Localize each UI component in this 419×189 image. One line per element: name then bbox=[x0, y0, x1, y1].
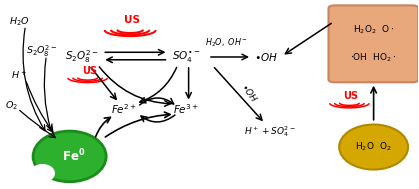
Text: $S_2O_8^{2-}$: $S_2O_8^{2-}$ bbox=[65, 49, 99, 65]
Text: $\mathrm{H_2O}$  $\mathrm{O_2}$: $\mathrm{H_2O}$ $\mathrm{O_2}$ bbox=[355, 141, 392, 153]
Text: $Fe^{3+}$: $Fe^{3+}$ bbox=[173, 103, 199, 116]
Text: $\mathrm{\cdot OH}$  $\mathrm{HO_2\cdot}$: $\mathrm{\cdot OH}$ $\mathrm{HO_2\cdot}$ bbox=[350, 52, 396, 64]
Text: $Fe^{2+}$: $Fe^{2+}$ bbox=[111, 103, 137, 116]
Text: $H_2O,\ OH^-$: $H_2O,\ OH^-$ bbox=[205, 37, 248, 49]
Text: $SO_4^{\bullet -}$: $SO_4^{\bullet -}$ bbox=[172, 50, 201, 64]
Text: $H^+$: $H^+$ bbox=[11, 70, 27, 82]
Ellipse shape bbox=[30, 164, 55, 183]
Text: $\bullet OH$: $\bullet OH$ bbox=[254, 51, 278, 63]
Ellipse shape bbox=[339, 125, 408, 170]
Text: $H^+ + SO_4^{2-}$: $H^+ + SO_4^{2-}$ bbox=[244, 125, 296, 139]
Text: $S_2O_8^{2-}$: $S_2O_8^{2-}$ bbox=[26, 44, 57, 59]
Text: $\mathrm{H_2O_2}$  $\mathrm{O\cdot}$: $\mathrm{H_2O_2}$ $\mathrm{O\cdot}$ bbox=[353, 23, 394, 36]
Text: US: US bbox=[343, 91, 358, 101]
Ellipse shape bbox=[33, 131, 106, 182]
Text: US: US bbox=[83, 66, 98, 76]
Text: US: US bbox=[124, 15, 140, 25]
Text: $\mathbf{Fe^0}$: $\mathbf{Fe^0}$ bbox=[62, 148, 85, 165]
FancyBboxPatch shape bbox=[328, 5, 418, 82]
Text: $O_2$: $O_2$ bbox=[5, 99, 18, 112]
Text: $H_2O$: $H_2O$ bbox=[9, 15, 30, 28]
Text: $\bullet OH$: $\bullet OH$ bbox=[238, 81, 260, 105]
